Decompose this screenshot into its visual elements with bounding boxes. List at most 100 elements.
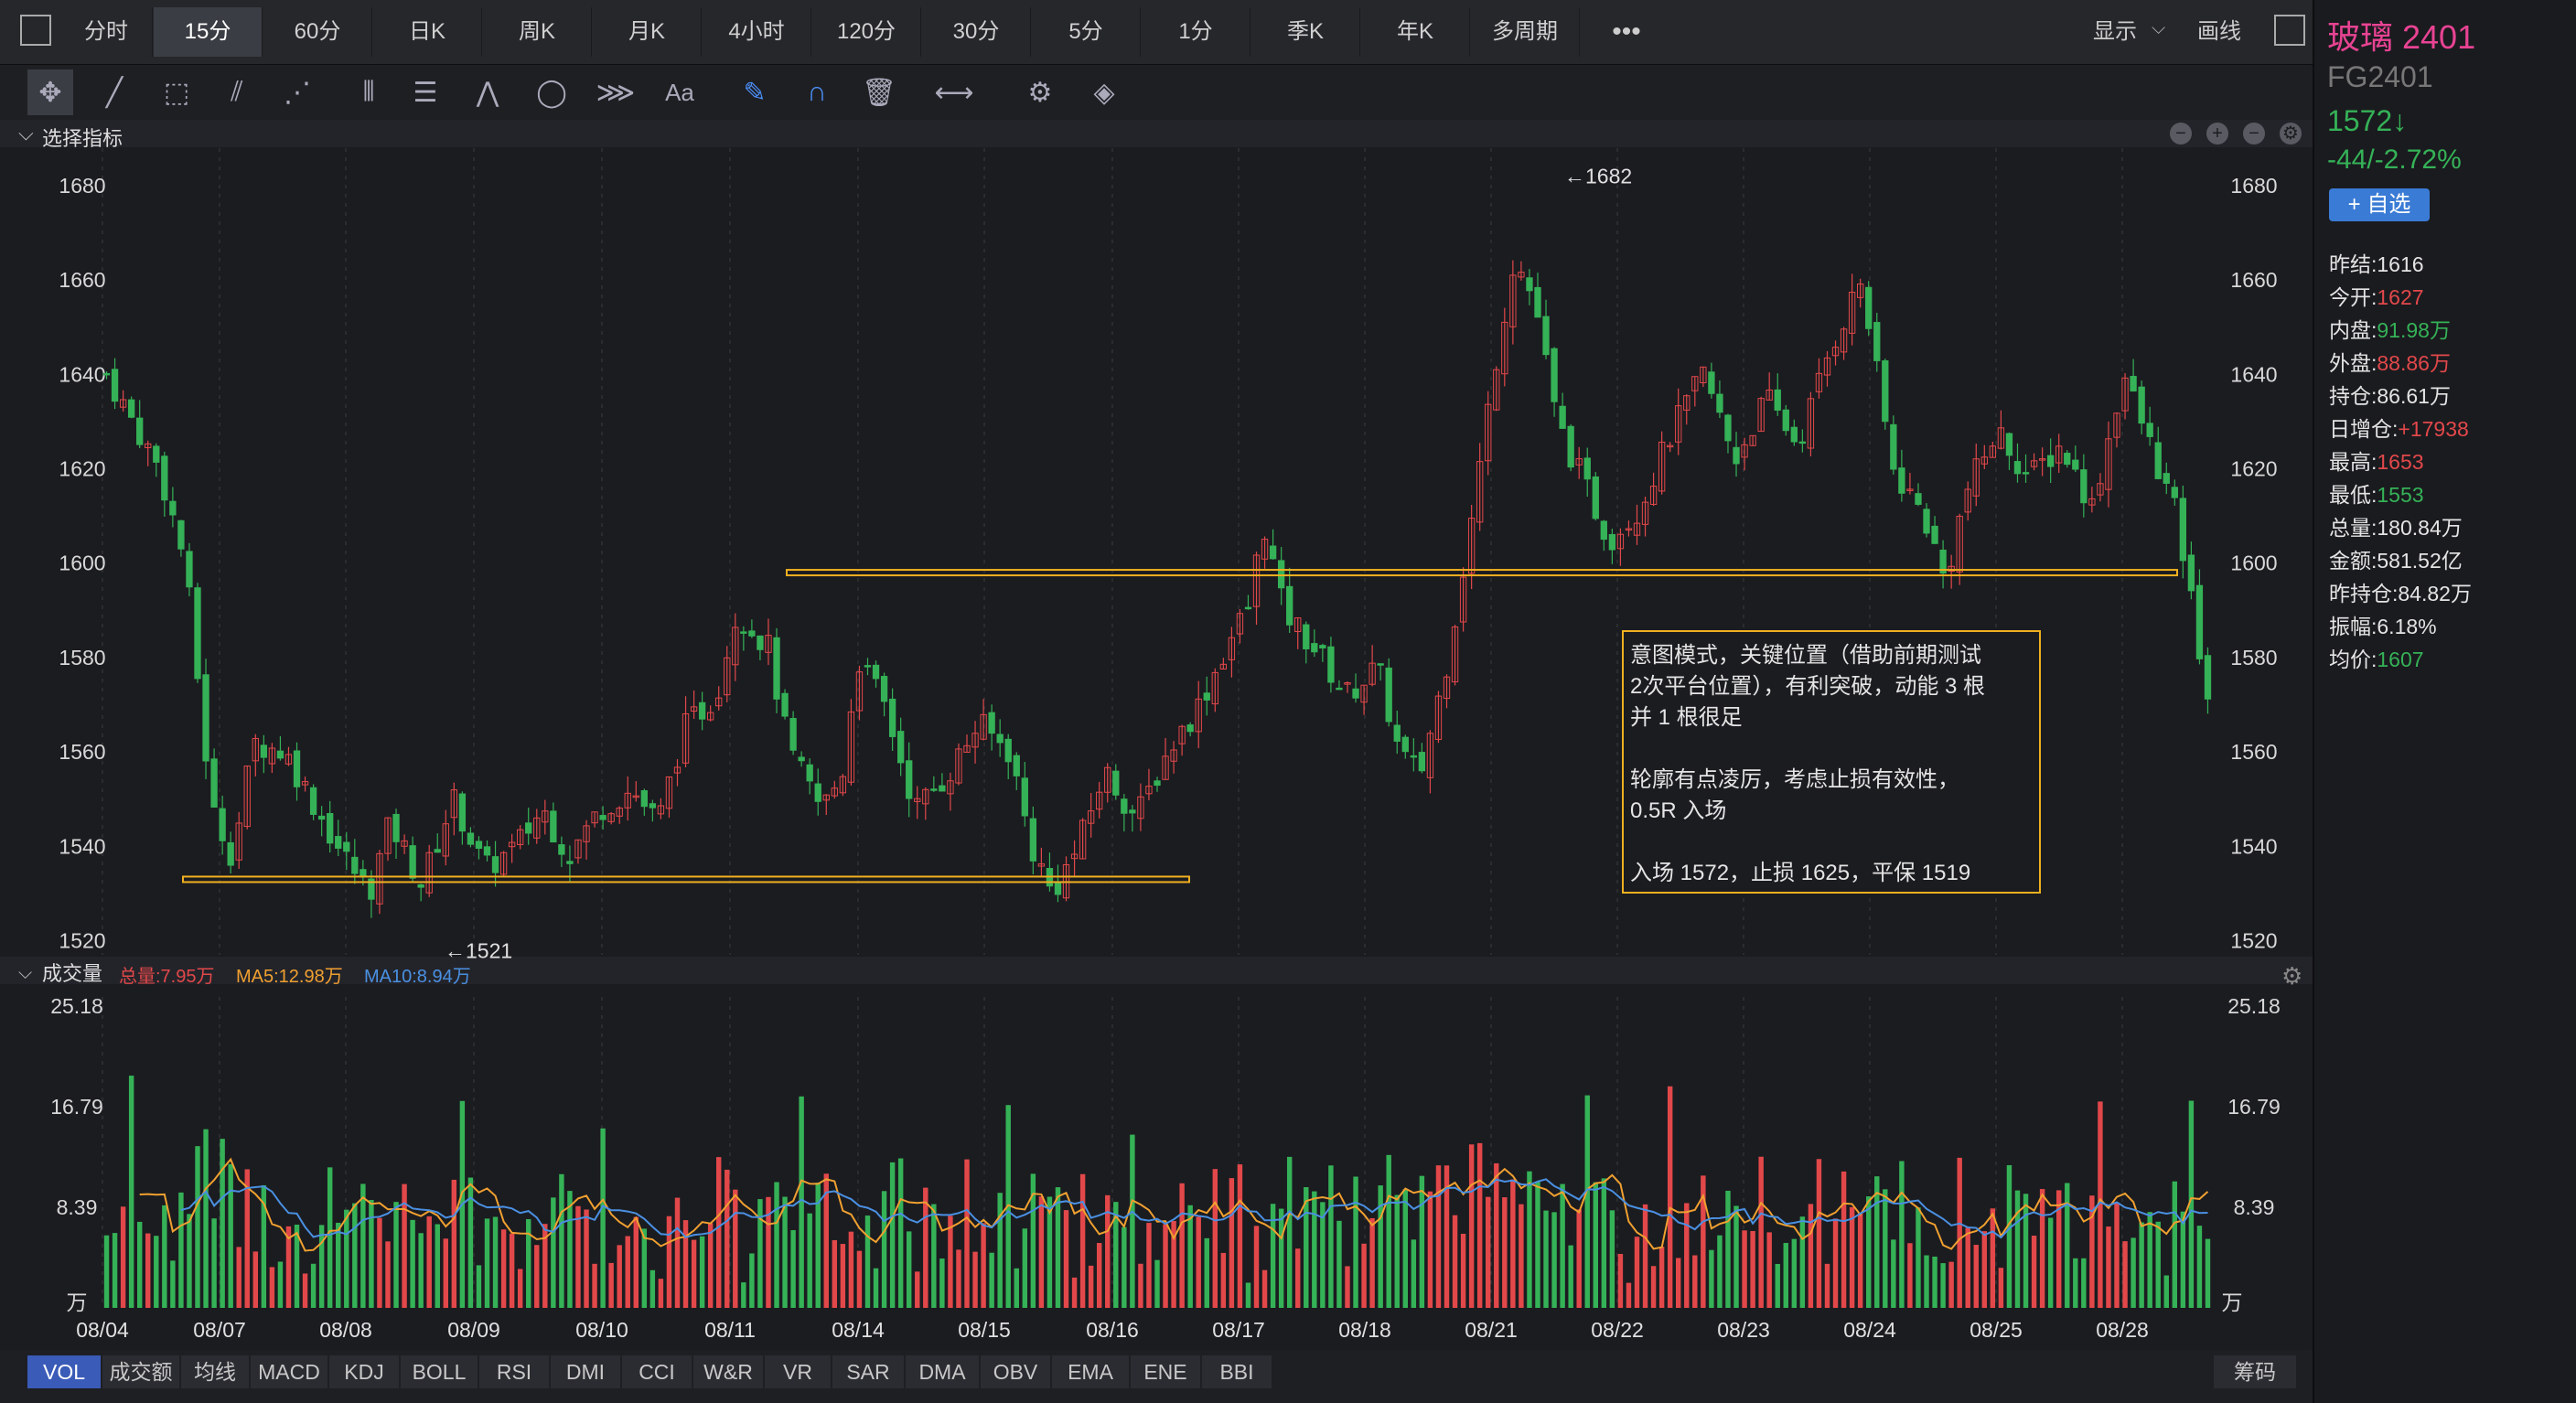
volume-bar [294, 1225, 300, 1308]
volume-bar [2089, 1195, 2095, 1308]
volume-bar [2073, 1258, 2078, 1308]
indicator-tab[interactable]: DMA [906, 1355, 979, 1388]
tab-period[interactable]: 多周期 [1471, 7, 1580, 57]
bars-tool-icon[interactable]: ⫴ [362, 77, 375, 107]
tab-period[interactable]: 5分 [1032, 7, 1141, 57]
sidebar-toggle-icon[interactable] [20, 15, 51, 46]
measure-icon[interactable]: ⟷ [934, 77, 974, 108]
pen-tool-icon[interactable]: ✎ [743, 77, 767, 108]
candle-body [1964, 488, 1971, 513]
pattern-tool-icon[interactable]: ⋰ [284, 77, 311, 108]
candle-body [1724, 414, 1732, 442]
candle [127, 396, 135, 419]
text-tool-icon[interactable]: Aa [665, 78, 694, 106]
tab-period[interactable]: 年K [1361, 7, 1470, 57]
fan-tool-icon[interactable]: ⫽ [231, 77, 243, 107]
tab-period[interactable]: 日K [373, 7, 482, 57]
indicator-tab[interactable]: ENE [1131, 1355, 1200, 1388]
candle-body [1658, 441, 1666, 492]
panel-toggle-icon[interactable] [2274, 15, 2305, 46]
collapse-chevron-icon[interactable]: ⌵ [18, 122, 34, 145]
volume-bar [476, 1265, 482, 1308]
ma5-line [139, 1157, 2209, 1252]
candle [1029, 806, 1037, 874]
move-cross-icon[interactable]: ✥ [27, 70, 73, 115]
trash-icon[interactable]: 🗑 [861, 77, 897, 108]
indicator-tab[interactable]: VOL [27, 1355, 101, 1388]
plus-circle-icon[interactable]: + [2206, 123, 2228, 145]
stat-label: 日增仓: [2329, 417, 2399, 441]
indicator-tab[interactable]: RSI [479, 1355, 549, 1388]
display-button[interactable]: 显示 [2093, 19, 2137, 44]
indicator-tab[interactable]: OBV [981, 1355, 1050, 1388]
magnet-icon[interactable]: ∩ [807, 77, 827, 107]
candle [872, 660, 880, 688]
volume-bar [2196, 1226, 2203, 1308]
stat-label: 总量: [2329, 516, 2377, 540]
candle-body [525, 822, 532, 834]
volume-bar [881, 1191, 887, 1308]
indicator-tab[interactable]: CCI [622, 1355, 692, 1388]
candle [583, 819, 590, 860]
stat-value: 581.52亿 [2377, 549, 2463, 573]
layers-icon[interactable]: ◈ [1093, 77, 1115, 108]
add-watchlist-button[interactable]: + 自选 [2329, 188, 2430, 221]
draw-button[interactable]: 画线 [2197, 19, 2241, 44]
tab-period[interactable]: 周K [483, 7, 592, 57]
gear-icon[interactable]: ⚙ [1027, 77, 1053, 108]
indicator-tab[interactable]: KDJ [329, 1355, 399, 1388]
support-level-box [182, 875, 1190, 884]
indicator-select-label[interactable]: 选择指标 [42, 127, 123, 150]
tab-period[interactable]: 月K [593, 7, 702, 57]
indicator-tab[interactable]: VR [765, 1355, 831, 1388]
candle-body [1501, 321, 1508, 375]
indicator-tab[interactable]: 均线 [181, 1355, 249, 1388]
candle-body [955, 748, 962, 784]
candle [1418, 743, 1426, 774]
volume-bar [1783, 1242, 1788, 1308]
fib-tool-icon[interactable]: ☰ [413, 77, 438, 108]
candle-body [1997, 427, 2005, 449]
indicator-tab[interactable]: EMA [1052, 1355, 1129, 1388]
channel-tool-icon[interactable]: ⋙ [596, 77, 636, 108]
tab-period[interactable]: 60分 [263, 7, 372, 57]
candle [947, 772, 954, 811]
indicator-tab[interactable]: 成交额 [102, 1355, 179, 1388]
candle [409, 836, 416, 884]
indicator-tab[interactable]: BOLL [401, 1355, 478, 1388]
candle-body [757, 635, 764, 650]
indicator-tab[interactable]: DMI [551, 1355, 620, 1388]
volume-bar [277, 1261, 284, 1308]
tab-period[interactable]: 30分 [922, 7, 1031, 57]
remove-circle-icon[interactable]: − [2243, 123, 2265, 145]
more-menu-icon[interactable]: ••• [1612, 16, 1641, 47]
indicator-tab[interactable]: BBI [1202, 1355, 1272, 1388]
candle-body [740, 631, 747, 634]
rect-tool-icon[interactable]: ⬚ [163, 77, 190, 108]
tab-period[interactable]: 分时 [60, 7, 153, 57]
gear-icon[interactable]: ⚙ [2280, 123, 2302, 145]
minus-circle-icon[interactable]: − [2170, 123, 2192, 145]
tab-period[interactable]: 季K [1251, 7, 1360, 57]
volume-bar [1278, 1208, 1284, 1308]
tab-period[interactable]: 4小时 [703, 7, 811, 57]
tab-period[interactable]: 15分 [154, 7, 263, 57]
stat-value: 88.86万 [2377, 351, 2451, 375]
stat-label: 最低: [2329, 483, 2377, 507]
candle [533, 809, 541, 844]
candle-body [1939, 549, 1947, 574]
candle-body [401, 840, 408, 847]
line-tool-icon[interactable]: ╱ [105, 77, 123, 108]
cycle-tool-icon[interactable]: ◯ [536, 77, 567, 108]
volume-bar [997, 1193, 1003, 1308]
wave-tool-icon[interactable]: ⋀ [476, 77, 499, 108]
tab-period[interactable]: 1分 [1142, 7, 1250, 57]
indicator-tab[interactable]: MACD [251, 1355, 327, 1388]
indicator-tab[interactable]: W&R [693, 1355, 763, 1388]
chips-button[interactable]: 筹码 [2214, 1355, 2296, 1388]
indicator-tab[interactable]: SAR [832, 1355, 904, 1388]
tab-period[interactable]: 120分 [812, 7, 921, 57]
candle [1757, 396, 1765, 433]
chart-area[interactable]: 1520 1520 1540 1540 1560 1560 1580 1580 1600 1600… [0, 0, 2313, 1350]
volume-bar [1369, 1217, 1375, 1308]
